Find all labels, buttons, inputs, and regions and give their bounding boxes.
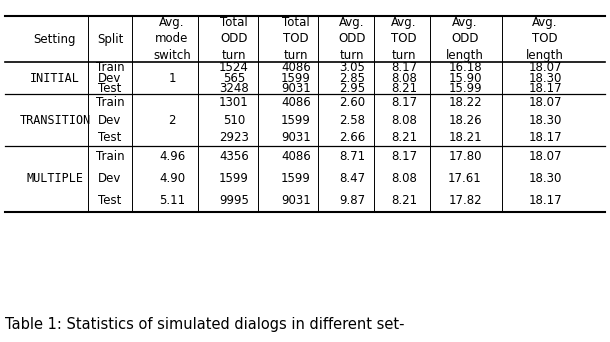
Text: 18.07: 18.07 xyxy=(528,96,562,109)
Text: 9031: 9031 xyxy=(281,195,311,208)
Text: 8.08: 8.08 xyxy=(391,172,417,185)
Text: 8.21: 8.21 xyxy=(391,195,417,208)
Text: 18.07: 18.07 xyxy=(528,150,562,163)
Text: 8.17: 8.17 xyxy=(391,150,417,163)
Text: 1524: 1524 xyxy=(219,61,249,74)
Text: 2.95: 2.95 xyxy=(339,82,365,95)
Text: 9995: 9995 xyxy=(219,195,249,208)
Text: 2.66: 2.66 xyxy=(339,131,365,144)
Text: 2.58: 2.58 xyxy=(339,114,365,127)
Text: 8.08: 8.08 xyxy=(391,114,417,127)
Text: TRANSITION: TRANSITION xyxy=(20,114,91,127)
Text: Test: Test xyxy=(98,131,121,144)
Text: 1599: 1599 xyxy=(219,172,249,185)
Text: INITIAL: INITIAL xyxy=(30,71,80,84)
Text: 18.21: 18.21 xyxy=(448,131,482,144)
Text: 1301: 1301 xyxy=(219,96,249,109)
Text: 3.05: 3.05 xyxy=(339,61,365,74)
Text: 8.08: 8.08 xyxy=(391,71,417,84)
Text: Test: Test xyxy=(98,82,121,95)
Text: Avg.
mode
switch: Avg. mode switch xyxy=(153,16,191,62)
Text: 9031: 9031 xyxy=(281,131,311,144)
Text: 8.17: 8.17 xyxy=(391,96,417,109)
Text: 18.30: 18.30 xyxy=(528,71,562,84)
Text: 18.07: 18.07 xyxy=(528,61,562,74)
Text: 18.17: 18.17 xyxy=(528,131,562,144)
Text: 1599: 1599 xyxy=(281,114,311,127)
Text: 18.17: 18.17 xyxy=(528,195,562,208)
Text: 15.99: 15.99 xyxy=(448,82,482,95)
Text: 2923: 2923 xyxy=(219,131,249,144)
Text: 4.96: 4.96 xyxy=(159,150,185,163)
Text: 8.71: 8.71 xyxy=(339,150,365,163)
Text: 1: 1 xyxy=(168,71,176,84)
Text: 2.60: 2.60 xyxy=(339,96,365,109)
Text: 9.87: 9.87 xyxy=(339,195,365,208)
Text: 510: 510 xyxy=(223,114,245,127)
Text: 565: 565 xyxy=(223,71,245,84)
Text: 16.18: 16.18 xyxy=(448,61,482,74)
Text: 2.85: 2.85 xyxy=(339,71,365,84)
Text: Setting: Setting xyxy=(34,32,76,45)
Text: 4086: 4086 xyxy=(281,96,311,109)
Text: Train: Train xyxy=(96,96,124,109)
Text: 4356: 4356 xyxy=(219,150,249,163)
Text: 15.90: 15.90 xyxy=(448,71,482,84)
Text: 4086: 4086 xyxy=(281,150,311,163)
Text: 3248: 3248 xyxy=(219,82,249,95)
Text: 17.80: 17.80 xyxy=(448,150,482,163)
Text: 8.17: 8.17 xyxy=(391,61,417,74)
Text: Table 1: Statistics of simulated dialogs in different set-: Table 1: Statistics of simulated dialogs… xyxy=(5,316,404,331)
Text: 18.30: 18.30 xyxy=(528,114,562,127)
Text: MULTIPLE: MULTIPLE xyxy=(26,172,84,185)
Text: 2: 2 xyxy=(168,114,176,127)
Text: Dev: Dev xyxy=(98,71,121,84)
Text: 17.61: 17.61 xyxy=(448,172,482,185)
Text: Total
TOD
turn: Total TOD turn xyxy=(282,16,310,62)
Text: 4.90: 4.90 xyxy=(159,172,185,185)
Text: Test: Test xyxy=(98,195,121,208)
Text: Avg.
TOD
turn: Avg. TOD turn xyxy=(391,16,417,62)
Text: Avg.
ODD
length: Avg. ODD length xyxy=(446,16,484,62)
Text: 18.22: 18.22 xyxy=(448,96,482,109)
Text: Train: Train xyxy=(96,150,124,163)
Text: Dev: Dev xyxy=(98,172,121,185)
Text: 1599: 1599 xyxy=(281,71,311,84)
Text: Dev: Dev xyxy=(98,114,121,127)
Text: Train: Train xyxy=(96,61,124,74)
Text: 8.21: 8.21 xyxy=(391,82,417,95)
Text: 18.30: 18.30 xyxy=(528,172,562,185)
Text: 1599: 1599 xyxy=(281,172,311,185)
Text: 8.21: 8.21 xyxy=(391,131,417,144)
Text: 5.11: 5.11 xyxy=(159,195,185,208)
Text: Avg.
TOD
length: Avg. TOD length xyxy=(526,16,564,62)
Text: 9031: 9031 xyxy=(281,82,311,95)
Text: 8.47: 8.47 xyxy=(339,172,365,185)
Text: 17.82: 17.82 xyxy=(448,195,482,208)
Text: 4086: 4086 xyxy=(281,61,311,74)
Text: Split: Split xyxy=(97,32,123,45)
Text: Avg.
ODD
turn: Avg. ODD turn xyxy=(339,16,366,62)
Text: 18.26: 18.26 xyxy=(448,114,482,127)
Text: 18.17: 18.17 xyxy=(528,82,562,95)
Text: Total
ODD
turn: Total ODD turn xyxy=(220,16,248,62)
